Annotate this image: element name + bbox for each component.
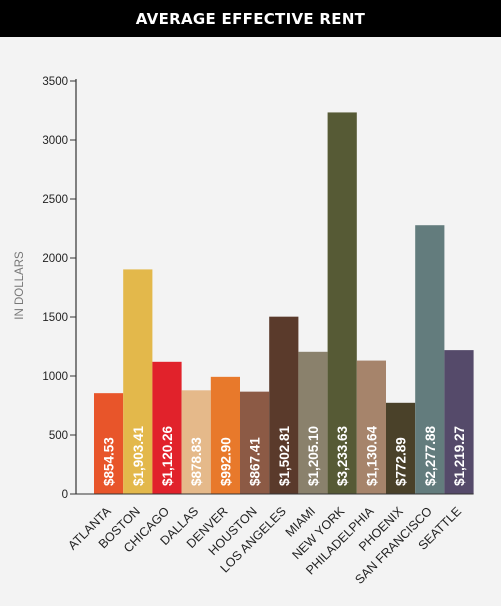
bar-value-label: $992.90 [218,437,233,486]
bar-seattle [444,350,474,494]
bar-atlanta [94,393,124,494]
y-tick-label: 2500 [42,194,68,206]
y-tick-label: 500 [49,430,68,442]
bar-value-label: $878.83 [189,437,204,486]
bar-value-label: $1,130.64 [364,425,379,486]
y-tick-label: 3000 [42,135,68,147]
bar-miami [298,351,328,494]
y-tick-label: 2000 [42,253,68,265]
bar-value-label: $2,277.88 [423,425,438,486]
bar-philadelphia [356,360,386,494]
bar-value-label: $1,205.10 [306,426,321,486]
y-tick-label: 0 [62,489,68,501]
bar-value-label: $3,233.63 [335,425,350,486]
chart-title-bar: AVERAGE EFFECTIVE RENT [0,0,501,37]
chart-title: AVERAGE EFFECTIVE RENT [135,9,366,28]
bar-value-label: $1,120.26 [160,425,175,486]
y-tick-label: 1000 [42,371,68,383]
bar-san-francisco [415,225,445,495]
y-axis-title: IN DOLLARS [14,251,26,320]
y-tick-label: 1500 [42,312,68,324]
bar-value-label: $1,903.41 [131,425,146,486]
bar-los-angeles [269,316,299,494]
bar-denver [210,376,240,494]
bar-new-york [327,112,357,494]
bar-value-label: $772.89 [394,437,409,486]
bar-houston [240,391,270,494]
bar-chicago [152,361,182,494]
bar-value-label: $867.41 [248,437,263,486]
bar-phoenix [386,402,416,494]
bar-dallas [181,390,211,494]
bar-value-label: $1,502.81 [277,425,292,486]
bar-value-label: $854.53 [102,437,117,486]
y-tick-label: 3500 [42,76,68,88]
bar-value-label: $1,219.27 [452,426,467,486]
bar-boston [123,269,153,494]
